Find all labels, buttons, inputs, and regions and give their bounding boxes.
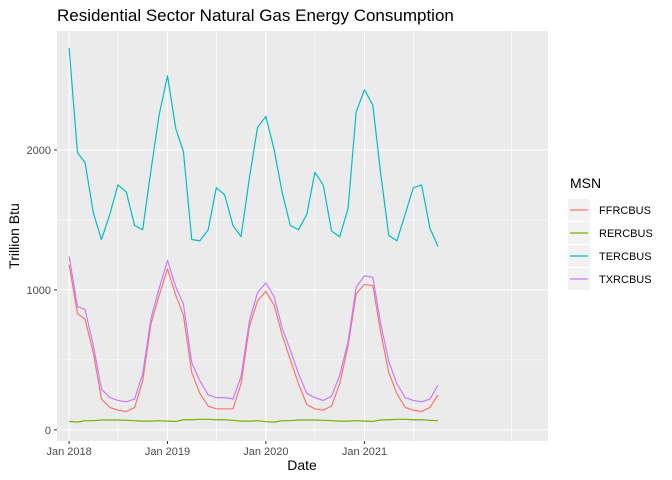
legend-label-txrcbus: TXRCBUS — [599, 274, 652, 286]
x-tick-label: Jan 2021 — [342, 446, 387, 458]
y-tick-label: 2000 — [27, 145, 51, 157]
series-line-ffrcbus — [68, 264, 439, 413]
x-tick-label: Jan 2019 — [145, 446, 190, 458]
x-tick-label: Jan 2018 — [46, 446, 91, 458]
y-tick-label: 1000 — [27, 285, 51, 297]
minor-gridlines — [57, 31, 548, 441]
series-lines — [68, 47, 439, 423]
legend-label-rercbus: RERCBUS — [599, 228, 653, 240]
legend-label-ffrcbus: FFRCBUS — [599, 205, 651, 217]
series-line-tercbus — [68, 47, 439, 247]
plot-panel — [57, 31, 548, 441]
y-axis: 0 1000 2000 — [27, 145, 57, 437]
legend: MSN FFRCBUS RERCBUS TERCBUS TXRCBUS — [568, 175, 653, 290]
chart-title: Residential Sector Natural Gas Energy Co… — [57, 6, 454, 25]
legend-title: MSN — [570, 175, 601, 191]
y-axis-title: Trillion Btu — [6, 203, 22, 269]
x-axis-title: Date — [287, 457, 317, 473]
y-tick-label: 0 — [45, 425, 51, 437]
x-axis: Jan 2018 Jan 2019 Jan 2020 Jan 2021 — [46, 441, 387, 458]
major-gridlines — [57, 31, 548, 441]
legend-label-tercbus: TERCBUS — [599, 251, 652, 263]
series-line-rercbus — [69, 418, 439, 423]
series-line-txrcbus — [68, 256, 439, 403]
x-tick-label: Jan 2020 — [243, 446, 288, 458]
